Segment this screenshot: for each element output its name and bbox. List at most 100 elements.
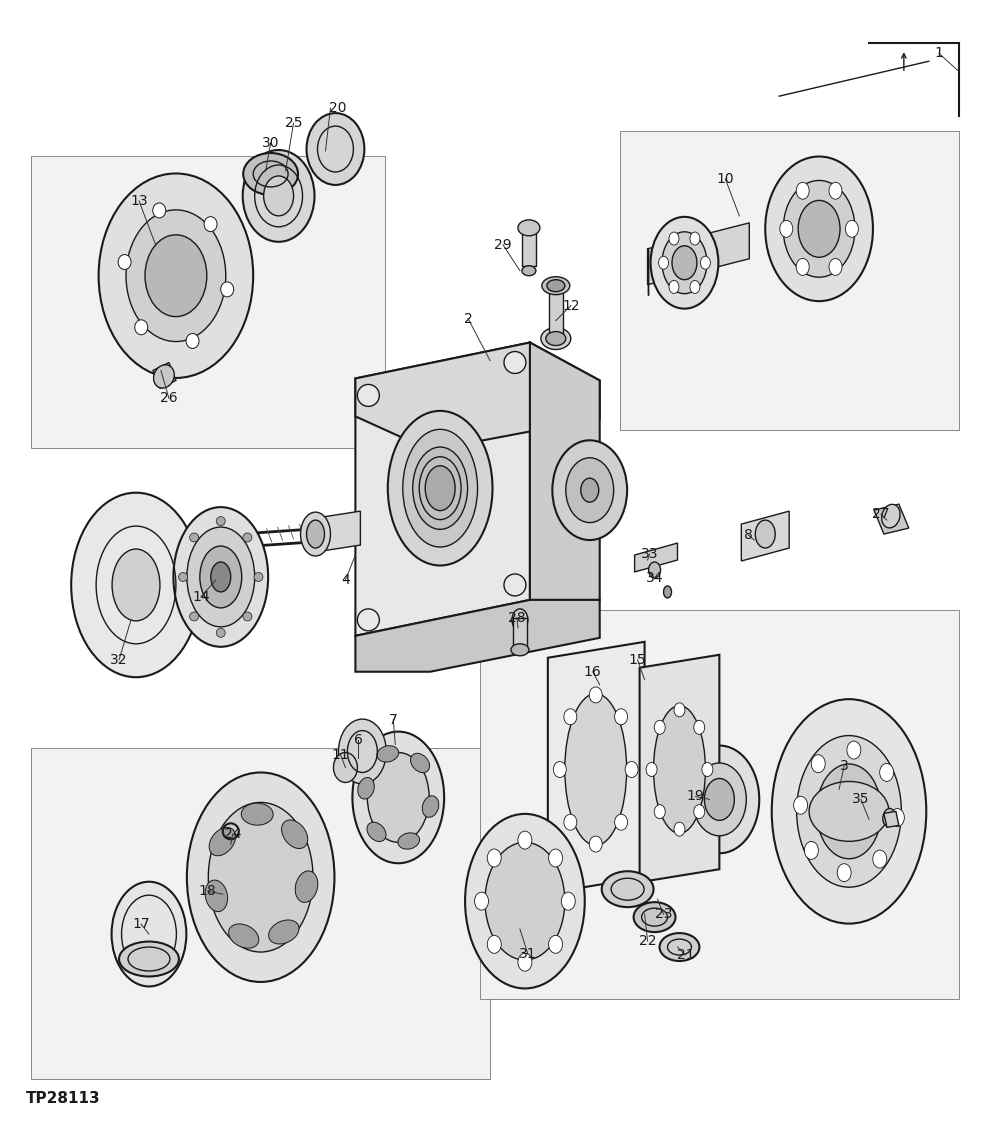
Ellipse shape	[189, 611, 198, 620]
Text: 35: 35	[852, 792, 870, 806]
Ellipse shape	[563, 709, 576, 725]
Ellipse shape	[674, 822, 684, 836]
Text: 16: 16	[584, 664, 601, 679]
Polygon shape	[32, 747, 490, 1079]
Ellipse shape	[829, 259, 842, 275]
Ellipse shape	[403, 429, 477, 547]
Ellipse shape	[755, 520, 775, 549]
Text: 20: 20	[328, 101, 346, 115]
Text: 33: 33	[641, 547, 659, 561]
Ellipse shape	[784, 181, 855, 278]
Ellipse shape	[487, 849, 501, 867]
Ellipse shape	[358, 778, 374, 799]
Ellipse shape	[504, 574, 526, 596]
Ellipse shape	[511, 644, 529, 655]
Ellipse shape	[693, 720, 704, 734]
Ellipse shape	[882, 505, 900, 528]
Ellipse shape	[602, 871, 654, 907]
Ellipse shape	[797, 182, 809, 199]
Ellipse shape	[541, 327, 570, 350]
Ellipse shape	[664, 586, 672, 598]
Ellipse shape	[377, 745, 399, 762]
Ellipse shape	[367, 822, 386, 842]
Polygon shape	[513, 618, 527, 647]
Ellipse shape	[693, 805, 704, 818]
Text: 11: 11	[331, 747, 349, 762]
Ellipse shape	[847, 741, 861, 759]
Ellipse shape	[522, 265, 536, 275]
Ellipse shape	[649, 562, 661, 578]
Ellipse shape	[704, 779, 734, 821]
Ellipse shape	[546, 332, 565, 345]
Ellipse shape	[690, 281, 700, 293]
Text: 2: 2	[463, 311, 472, 326]
Ellipse shape	[338, 719, 386, 783]
Ellipse shape	[518, 220, 540, 236]
Ellipse shape	[809, 781, 889, 841]
Ellipse shape	[589, 687, 602, 702]
Ellipse shape	[357, 609, 379, 631]
Ellipse shape	[307, 114, 364, 185]
Text: 10: 10	[716, 172, 734, 185]
Ellipse shape	[111, 881, 186, 987]
Text: 31: 31	[519, 948, 537, 961]
Ellipse shape	[765, 156, 873, 301]
Polygon shape	[640, 655, 719, 882]
Ellipse shape	[301, 513, 330, 556]
Ellipse shape	[563, 814, 576, 831]
Ellipse shape	[659, 256, 669, 270]
Ellipse shape	[580, 478, 599, 502]
Polygon shape	[355, 343, 530, 636]
Ellipse shape	[186, 334, 199, 348]
Text: 25: 25	[285, 116, 303, 130]
Ellipse shape	[702, 762, 713, 777]
Text: 8: 8	[744, 528, 753, 542]
Text: 22: 22	[639, 934, 657, 948]
Polygon shape	[620, 132, 958, 430]
Polygon shape	[153, 363, 176, 389]
Polygon shape	[522, 230, 536, 265]
Ellipse shape	[474, 892, 488, 910]
Ellipse shape	[816, 764, 882, 859]
Text: TP28113: TP28113	[27, 1091, 101, 1106]
Ellipse shape	[465, 814, 584, 988]
Ellipse shape	[411, 753, 430, 772]
Ellipse shape	[547, 280, 564, 291]
Ellipse shape	[426, 465, 455, 510]
Ellipse shape	[669, 232, 679, 245]
Ellipse shape	[549, 849, 562, 867]
Ellipse shape	[805, 842, 818, 860]
Polygon shape	[741, 511, 790, 561]
Ellipse shape	[211, 562, 231, 592]
Ellipse shape	[126, 210, 226, 342]
Ellipse shape	[625, 761, 638, 778]
Polygon shape	[355, 600, 600, 672]
Ellipse shape	[690, 232, 700, 245]
Ellipse shape	[282, 821, 308, 849]
Ellipse shape	[651, 217, 718, 309]
Ellipse shape	[204, 217, 217, 232]
Ellipse shape	[174, 507, 268, 646]
Text: 1: 1	[934, 46, 943, 61]
Ellipse shape	[357, 384, 379, 407]
Text: 6: 6	[354, 733, 363, 746]
Polygon shape	[548, 642, 645, 894]
Ellipse shape	[420, 456, 461, 519]
Polygon shape	[874, 505, 909, 534]
Ellipse shape	[615, 709, 628, 725]
Ellipse shape	[98, 173, 253, 378]
Ellipse shape	[692, 763, 746, 836]
Ellipse shape	[883, 808, 895, 826]
Ellipse shape	[221, 282, 234, 297]
Polygon shape	[648, 223, 749, 284]
Ellipse shape	[646, 762, 657, 777]
Ellipse shape	[829, 182, 842, 199]
Ellipse shape	[797, 735, 902, 887]
Ellipse shape	[208, 803, 313, 952]
Ellipse shape	[845, 220, 858, 237]
Ellipse shape	[542, 277, 569, 294]
Ellipse shape	[561, 892, 575, 910]
Text: 13: 13	[130, 194, 148, 208]
Text: 3: 3	[839, 760, 848, 773]
Polygon shape	[315, 511, 360, 552]
